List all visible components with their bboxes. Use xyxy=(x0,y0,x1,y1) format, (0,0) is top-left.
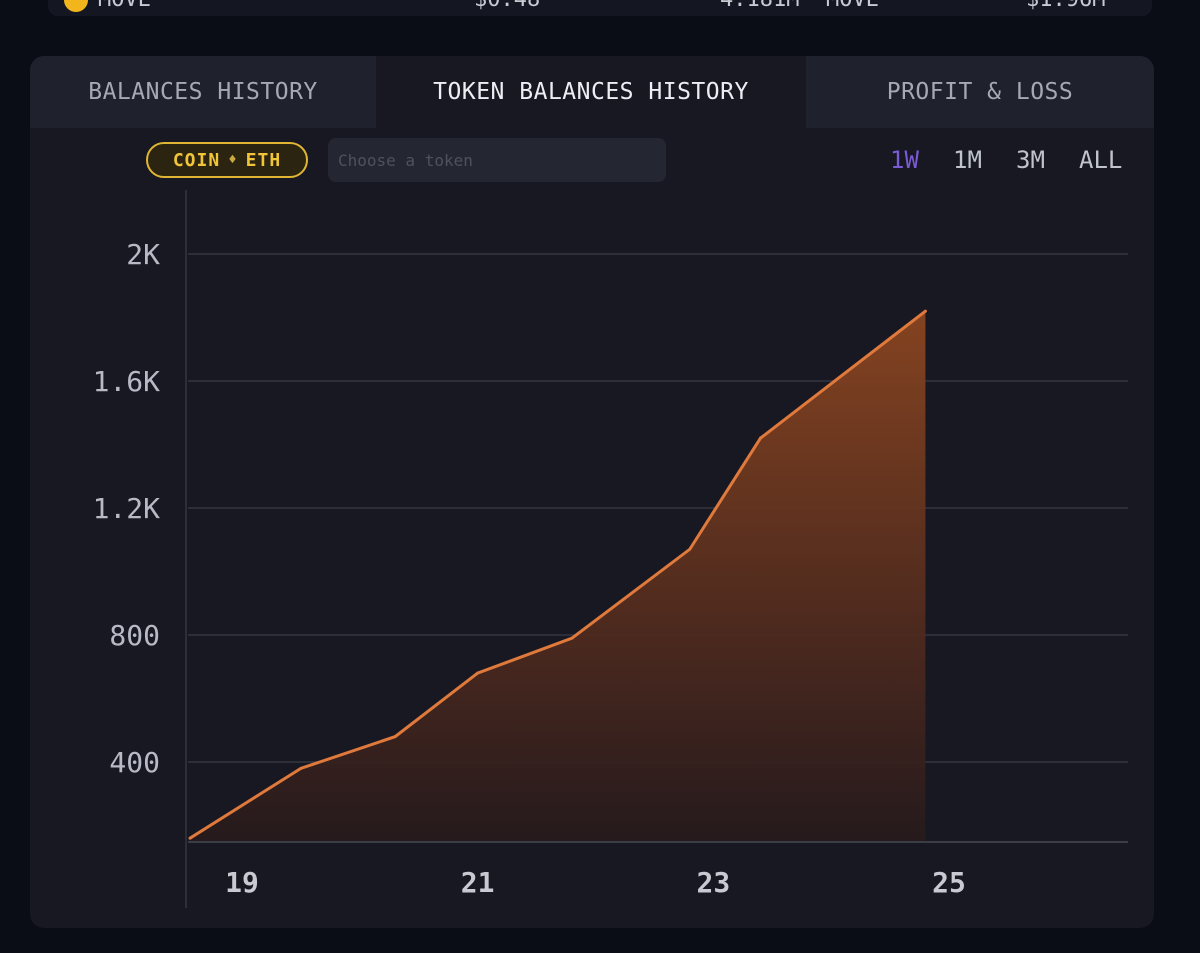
token-amount: 4.181M xyxy=(720,0,799,12)
move-token-icon xyxy=(64,0,88,12)
balance-area xyxy=(190,311,926,842)
tab-profit-loss[interactable]: PROFIT & LOSS xyxy=(806,56,1154,128)
data-point-0 xyxy=(188,836,192,840)
history-panel: BALANCES HISTORY TOKEN BALANCES HISTORY … xyxy=(30,56,1154,928)
eth-diamond-icon: ♦ xyxy=(228,152,238,168)
coin-label: COIN xyxy=(172,149,221,171)
balance-line xyxy=(189,309,927,840)
token-name: MOVE xyxy=(98,0,151,12)
token-amount-unit: MOVE xyxy=(826,0,879,12)
eth-label: ETH xyxy=(245,149,282,171)
y-tick-label: 1.6K xyxy=(93,365,161,398)
x-tick-label: 25 xyxy=(932,866,966,899)
x-tick-label: 19 xyxy=(225,866,259,899)
data-point-4 xyxy=(570,636,574,640)
range-1m[interactable]: 1M xyxy=(953,146,982,174)
y-tick-label: 2K xyxy=(126,238,160,271)
data-point-3 xyxy=(476,671,480,675)
token-value: $1.96M xyxy=(1026,0,1105,12)
history-tabs: BALANCES HISTORY TOKEN BALANCES HISTORY … xyxy=(30,56,1154,128)
y-tick-label: 800 xyxy=(109,619,160,652)
data-point-2 xyxy=(393,735,397,739)
token-price: $0.48 xyxy=(474,0,540,12)
data-point-1 xyxy=(299,766,303,770)
coin-eth-filter[interactable]: COIN ♦ ETH xyxy=(146,142,308,178)
token-search-input[interactable] xyxy=(328,138,666,182)
range-all[interactable]: ALL xyxy=(1079,146,1123,174)
data-point-5 xyxy=(688,547,692,551)
holdings-row[interactable]: MOVE $0.48 4.181M MOVE $1.96M xyxy=(48,0,1152,16)
data-point-7 xyxy=(923,309,927,313)
x-tick-label: 23 xyxy=(696,866,730,899)
y-tick-label: 1.2K xyxy=(93,492,161,525)
tab-balances-history[interactable]: BALANCES HISTORY xyxy=(30,56,376,128)
y-tick-label: 400 xyxy=(109,746,160,779)
range-3m[interactable]: 3M xyxy=(1016,146,1045,174)
range-1w[interactable]: 1W xyxy=(890,146,919,174)
x-tick-label: 21 xyxy=(461,866,495,899)
tab-token-balances-history[interactable]: TOKEN BALANCES HISTORY xyxy=(376,56,806,128)
data-point-6 xyxy=(758,436,762,440)
